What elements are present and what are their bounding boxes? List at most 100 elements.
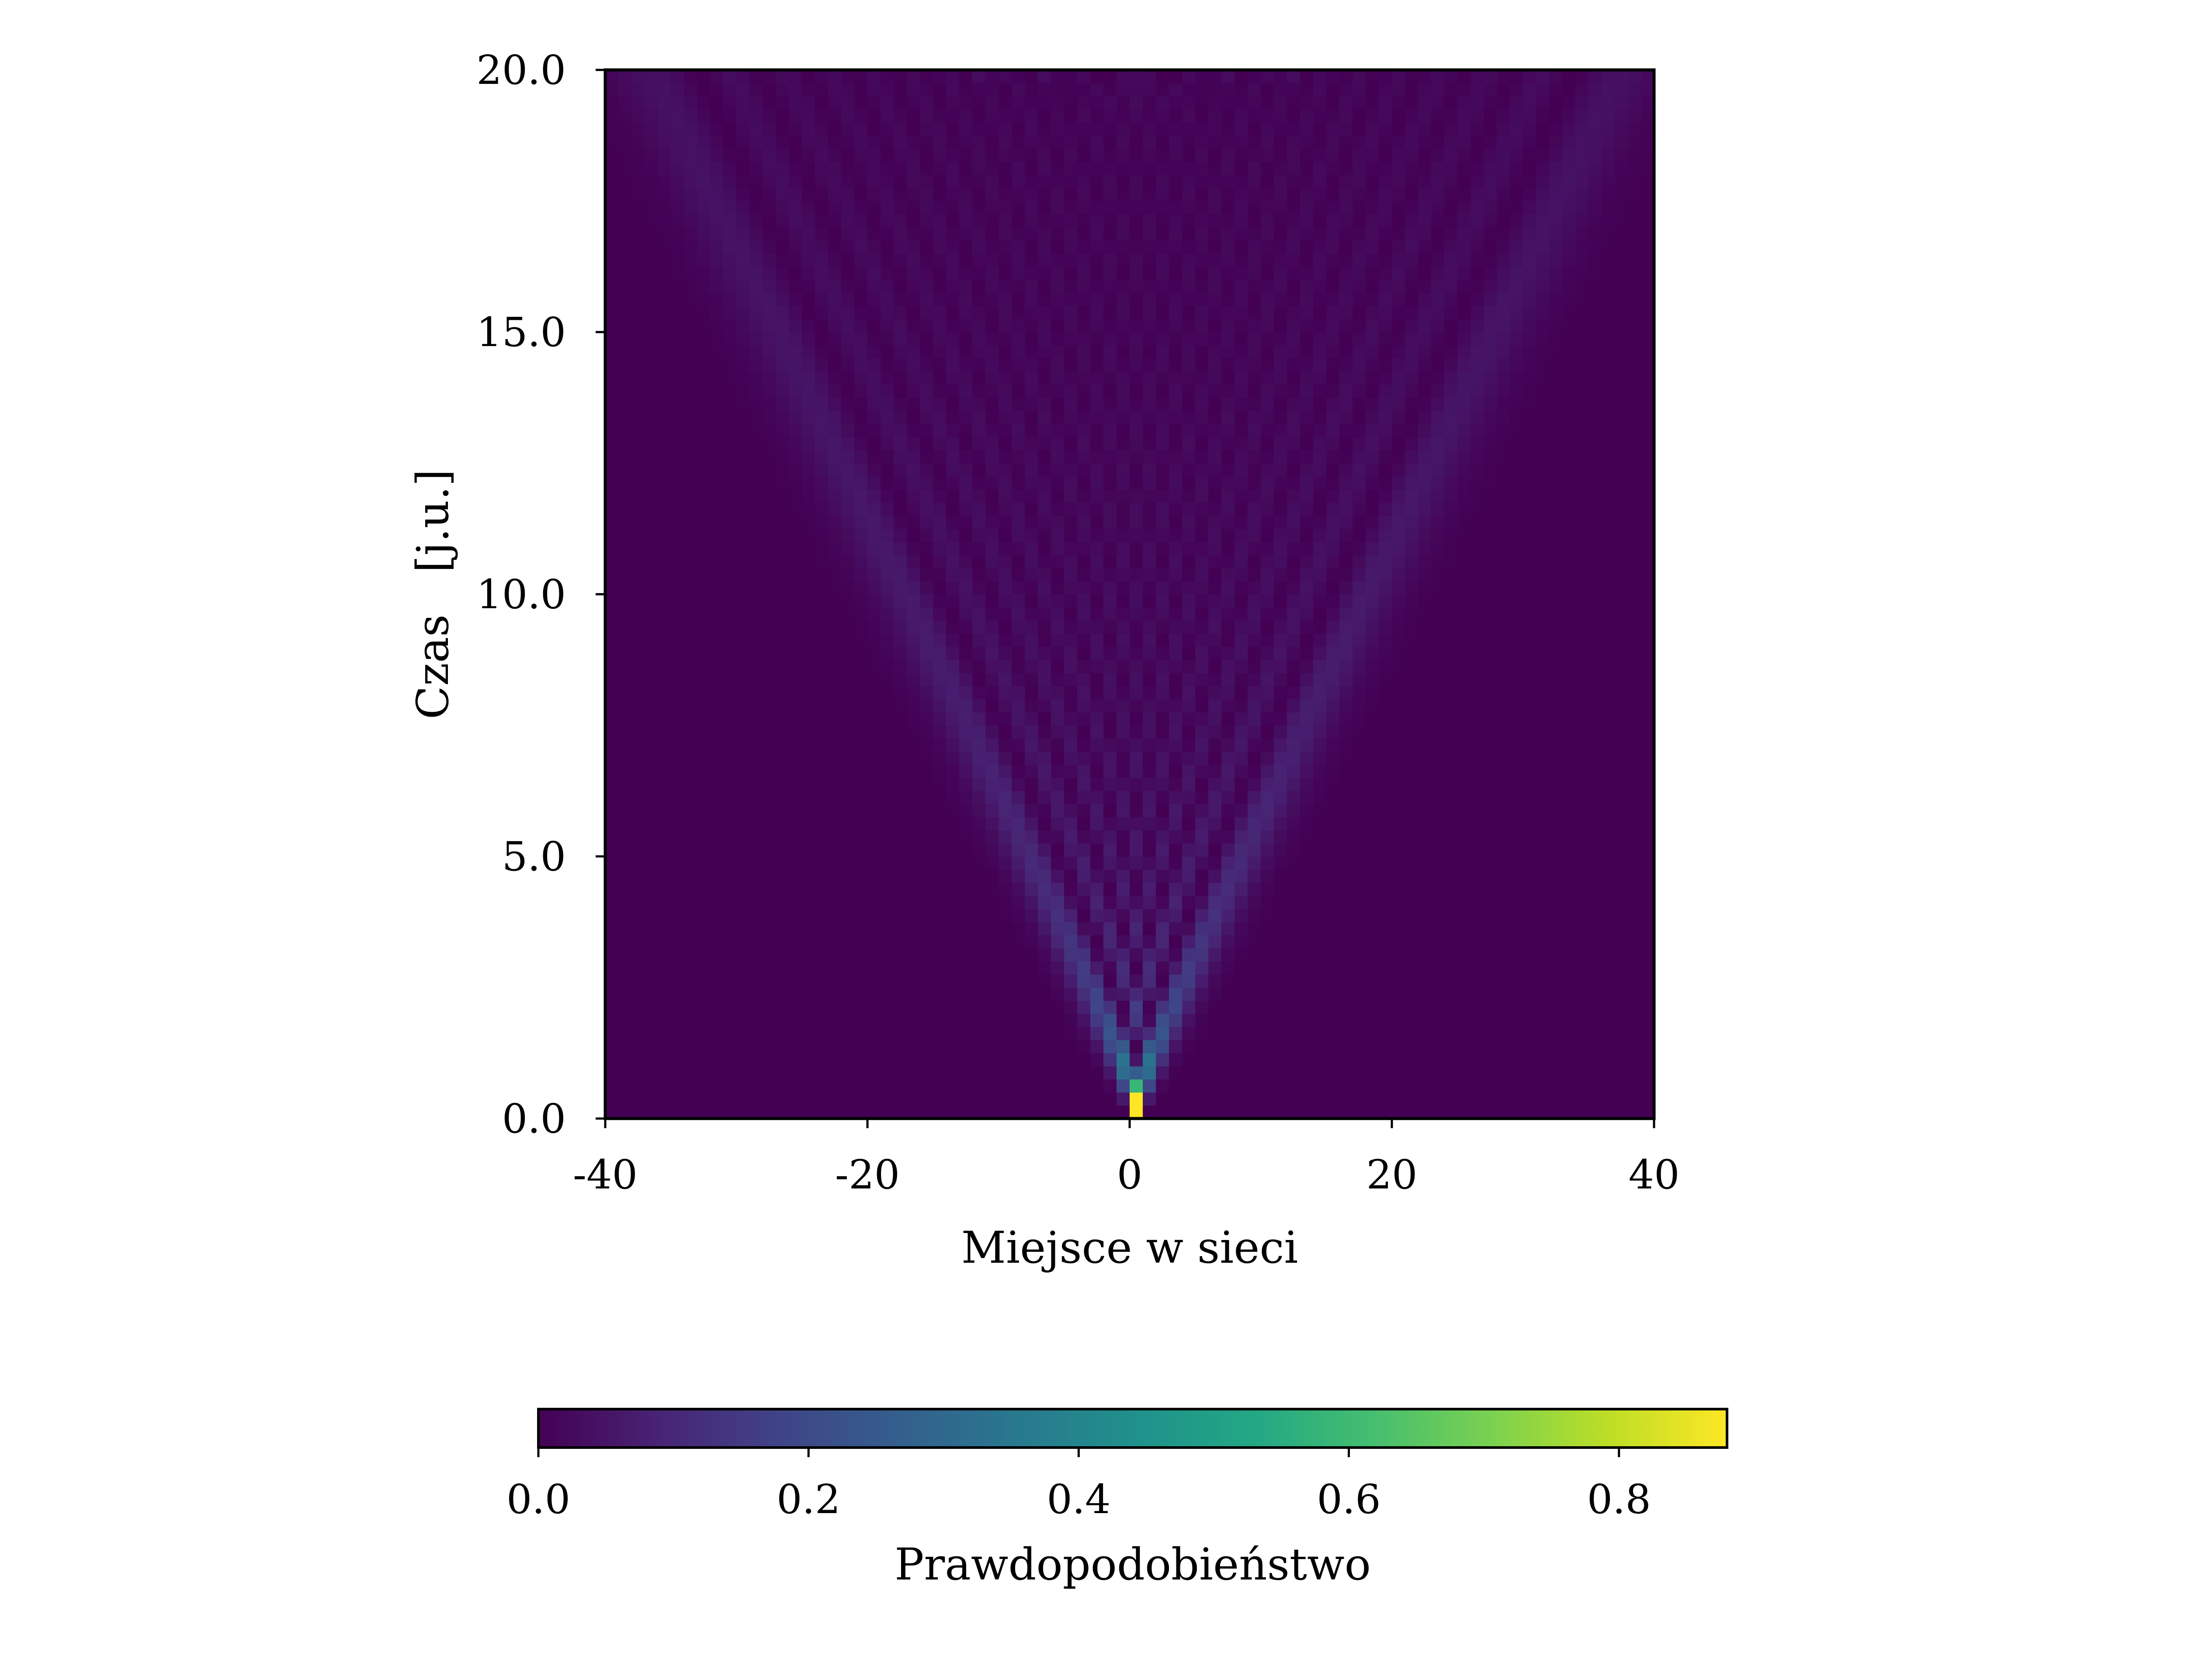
heatmap-cell [841, 804, 855, 817]
heatmap-cell [1025, 516, 1038, 529]
heatmap-cell [1038, 791, 1051, 804]
heatmap-cell [1602, 542, 1615, 555]
heatmap-cell [645, 555, 658, 568]
heatmap-cell [1025, 542, 1038, 555]
heatmap-cell [894, 778, 907, 791]
heatmap-cell [1497, 437, 1510, 450]
heatmap-cell [645, 817, 658, 831]
heatmap-cell [1549, 529, 1563, 542]
heatmap-cell [736, 817, 750, 831]
heatmap-cell [1143, 594, 1156, 608]
heatmap-cell [1497, 830, 1510, 844]
heatmap-cell [1588, 411, 1602, 424]
heatmap-cell [1235, 555, 1248, 568]
heatmap-cell [1392, 437, 1405, 450]
heatmap-cell [920, 306, 933, 319]
heatmap-cell [749, 594, 763, 608]
heatmap-cell [802, 856, 815, 870]
heatmap-cell [999, 752, 1012, 765]
heatmap-cell [749, 581, 763, 595]
heatmap-cell [802, 581, 815, 595]
heatmap-cell [959, 909, 973, 922]
heatmap-cell [1484, 830, 1497, 844]
heatmap-cell [1471, 909, 1484, 922]
heatmap-cell [933, 856, 947, 870]
heatmap-cell [1588, 660, 1602, 673]
heatmap-cell [1615, 384, 1628, 398]
heatmap-cell [1103, 516, 1117, 529]
heatmap-cell [1523, 502, 1536, 516]
heatmap-cell [972, 384, 986, 398]
heatmap-cell [1025, 450, 1038, 464]
heatmap-cell [1143, 411, 1156, 424]
heatmap-cell [959, 398, 973, 411]
heatmap-cell [1195, 555, 1209, 568]
heatmap-cell [1038, 1014, 1051, 1027]
heatmap-cell [645, 516, 658, 529]
heatmap-cell [1195, 306, 1209, 319]
heatmap-cell [1274, 332, 1287, 346]
heatmap-cell [723, 961, 737, 975]
heatmap-cell [776, 752, 789, 765]
heatmap-cell [1221, 896, 1235, 909]
heatmap-cell [1366, 476, 1379, 490]
heatmap-cell [1038, 1079, 1051, 1093]
heatmap-cell [1012, 1092, 1025, 1106]
heatmap-cell [618, 1027, 632, 1040]
heatmap-cell [1379, 778, 1392, 791]
heatmap-cell [1497, 712, 1510, 726]
heatmap-cell [1103, 869, 1117, 883]
heatmap-cell [985, 830, 999, 844]
heatmap-cell [1103, 358, 1117, 372]
heatmap-cell [605, 1092, 619, 1106]
heatmap-cell [999, 581, 1012, 595]
heatmap-cell [723, 345, 737, 359]
heatmap-cell [1628, 804, 1641, 817]
heatmap-cell [1248, 1079, 1261, 1093]
heatmap-cell [985, 463, 999, 477]
heatmap-cell [697, 987, 711, 1001]
heatmap-cell [894, 830, 907, 844]
heatmap-cell [1471, 516, 1484, 529]
heatmap-cell [631, 935, 645, 949]
heatmap-cell [1326, 568, 1340, 582]
heatmap-cell [1588, 620, 1602, 634]
heatmap-cell [1549, 607, 1563, 621]
heatmap-cell [736, 345, 750, 359]
heatmap-cell [1562, 843, 1576, 857]
heatmap-cell [645, 935, 658, 949]
heatmap-cell [1313, 830, 1327, 844]
heatmap-cell [907, 712, 920, 726]
heatmap-cell [867, 476, 881, 490]
heatmap-cell [881, 896, 894, 909]
heatmap-cell [1182, 883, 1196, 896]
heatmap-cell [881, 961, 894, 975]
heatmap-cell [1379, 883, 1392, 896]
heatmap-cell [1366, 489, 1379, 503]
heatmap-cell [1392, 332, 1405, 346]
heatmap-cell [933, 699, 947, 713]
heatmap-cell [763, 437, 776, 450]
heatmap-cell [1274, 896, 1287, 909]
heatmap-cell [1523, 529, 1536, 542]
heatmap-cell [828, 581, 842, 595]
heatmap-cell [1208, 830, 1222, 844]
heatmap-cell [1471, 345, 1484, 359]
heatmap-cell [802, 1053, 815, 1067]
heatmap-cell [1392, 529, 1405, 542]
heatmap-cell [1457, 424, 1471, 437]
heatmap-cell [1169, 869, 1183, 883]
heatmap-cell [1012, 856, 1025, 870]
heatmap-cell [854, 712, 868, 726]
heatmap-cell [1103, 961, 1117, 975]
heatmap-cell [1602, 686, 1615, 700]
heatmap-cell [920, 358, 933, 372]
heatmap-cell [1392, 542, 1405, 555]
heatmap-cell [1025, 437, 1038, 450]
heatmap-cell [1641, 411, 1654, 424]
heatmap-cell [1064, 529, 1078, 542]
heatmap-cell [697, 411, 711, 424]
heatmap-cell [841, 358, 855, 372]
heatmap-cell [1523, 856, 1536, 870]
heatmap-cell [1235, 673, 1248, 686]
